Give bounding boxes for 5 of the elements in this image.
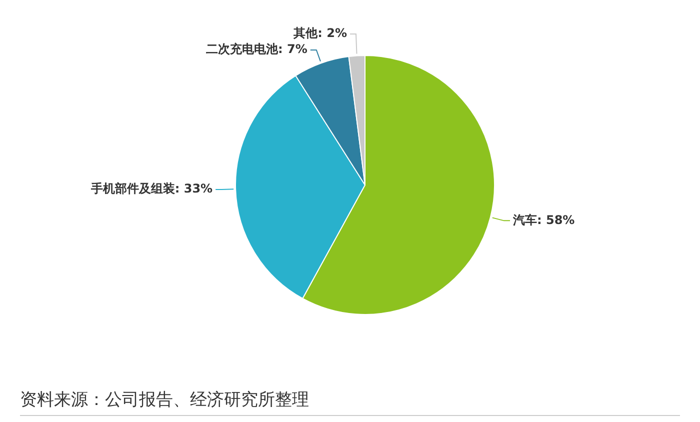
text: 资料来源：公司报告、经济研究所整理 (20, 389, 310, 411)
slice-label: 其他: 2% (292, 26, 347, 40)
slice-label: 汽车: 58% (512, 212, 575, 227)
slice-label: 二次充电电池: 7% (206, 42, 308, 56)
slice-label: 手机部件及组装: 33% (90, 182, 213, 196)
